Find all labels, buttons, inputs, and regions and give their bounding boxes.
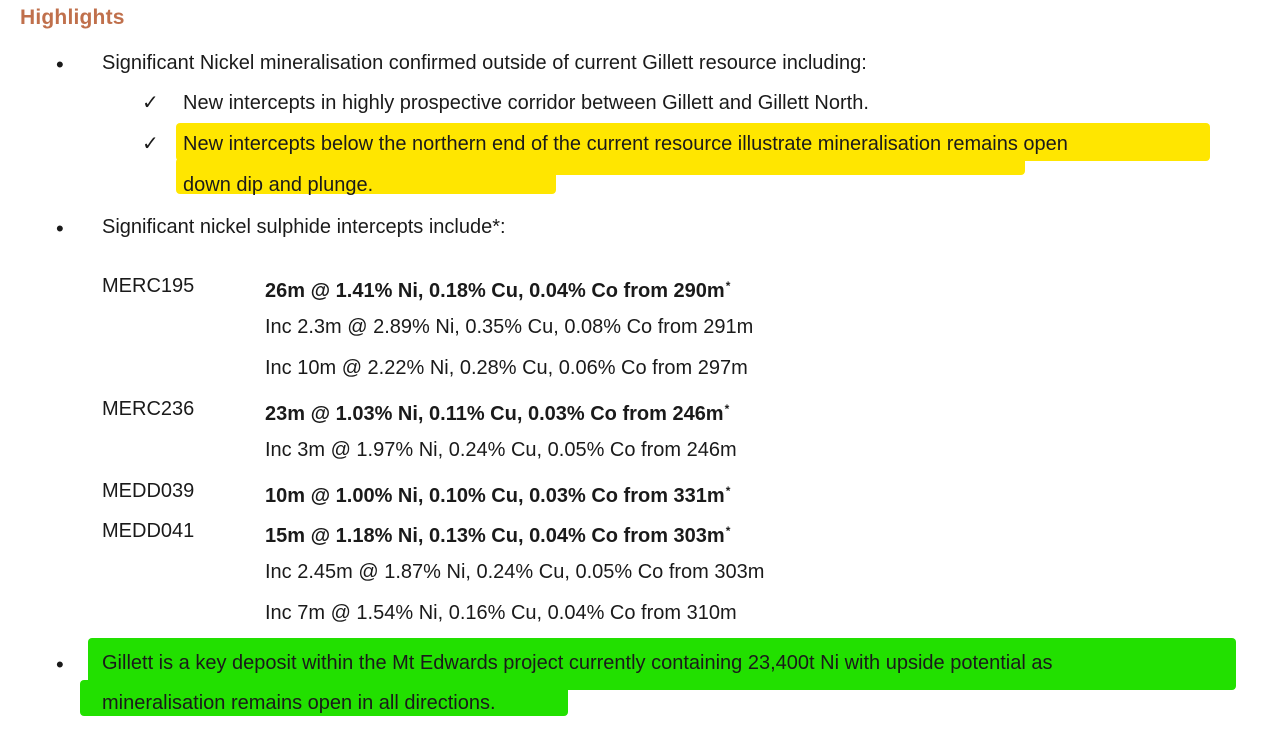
- intercept-inc: Inc 10m @ 2.22% Ni, 0.28% Cu, 0.06% Co f…: [265, 357, 748, 379]
- bullet-marker: •: [56, 652, 64, 677]
- yellow-highlight-mark-3: [545, 155, 1025, 175]
- sub-bullet-text: New intercepts in highly prospective cor…: [183, 92, 869, 114]
- green-highlight-mark-2: [80, 680, 568, 716]
- intercept-main: 23m @ 1.03% Ni, 0.11% Cu, 0.03% Co from …: [265, 402, 730, 425]
- intercept-inc: Inc 7m @ 1.54% Ni, 0.16% Cu, 0.04% Co fr…: [265, 602, 737, 624]
- bullet-text: Significant nickel sulphide intercepts i…: [102, 216, 506, 238]
- intercept-inc: Inc 2.3m @ 2.89% Ni, 0.35% Cu, 0.08% Co …: [265, 316, 754, 338]
- sub-bullet-text: New intercepts below the northern end of…: [183, 133, 1068, 155]
- intercept-main: 15m @ 1.18% Ni, 0.13% Cu, 0.04% Co from …: [265, 524, 731, 547]
- bullet-text: Gillett is a key deposit within the Mt E…: [102, 652, 1053, 674]
- section-heading: Highlights: [20, 6, 125, 29]
- check-icon: ✓: [142, 92, 159, 114]
- bullet-text: Significant Nickel mineralisation confir…: [102, 52, 867, 74]
- yellow-highlight-mark-2: [176, 158, 556, 194]
- hole-id: MEDD039: [102, 480, 195, 502]
- sub-bullet-text-continued: down dip and plunge.: [183, 174, 374, 196]
- bullet-marker: •: [56, 216, 64, 241]
- hole-id: MERC236: [102, 398, 195, 420]
- intercept-main: 26m @ 1.41% Ni, 0.18% Cu, 0.04% Co from …: [265, 279, 731, 302]
- hole-id: MERC195: [102, 275, 195, 297]
- hole-id: MEDD041: [102, 520, 195, 542]
- bullet-marker: •: [56, 52, 64, 77]
- check-icon: ✓: [142, 133, 159, 155]
- yellow-highlight-mark-1: [176, 123, 1210, 161]
- intercept-inc: Inc 3m @ 1.97% Ni, 0.24% Cu, 0.05% Co fr…: [265, 439, 737, 461]
- bullet-text-continued: mineralisation remains open in all direc…: [102, 692, 496, 714]
- intercept-inc: Inc 2.45m @ 1.87% Ni, 0.24% Cu, 0.05% Co…: [265, 561, 765, 583]
- intercept-main: 10m @ 1.00% Ni, 0.10% Cu, 0.03% Co from …: [265, 484, 731, 507]
